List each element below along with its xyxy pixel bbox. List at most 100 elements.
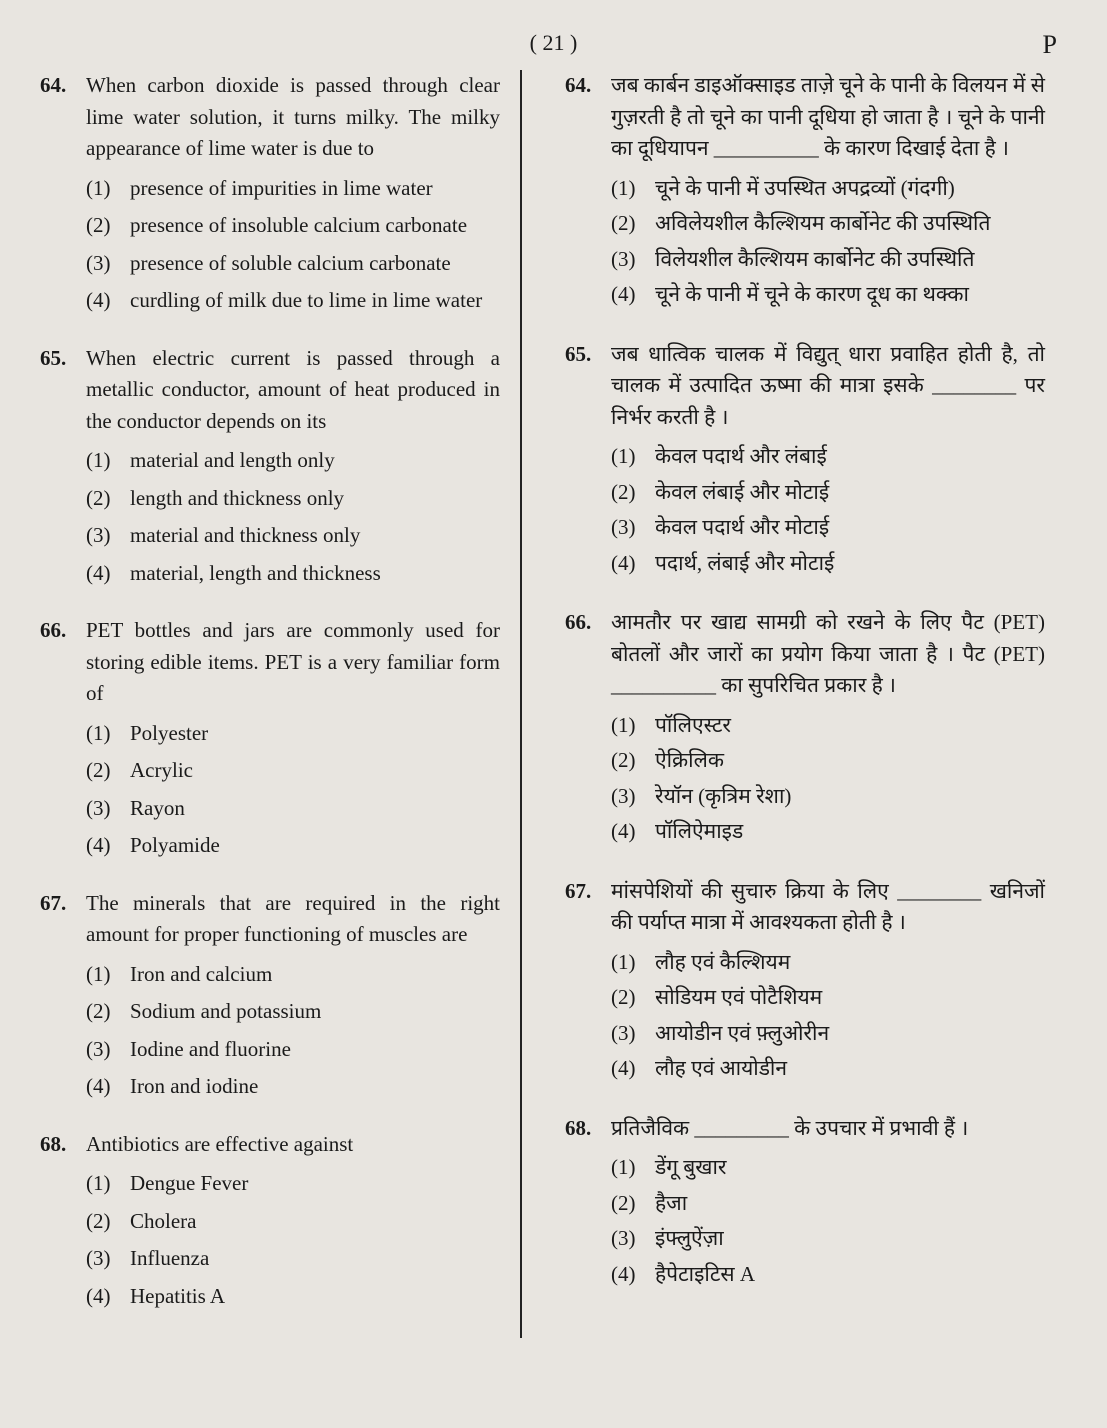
page-number: ( 21 )	[530, 30, 578, 56]
option: (4)Polyamide	[86, 830, 500, 862]
option-number: (4)	[611, 279, 655, 311]
option-number: (4)	[86, 1071, 130, 1103]
page-header: ( 21 ) P	[40, 30, 1067, 60]
question-number: 68.	[565, 1113, 611, 1295]
option-number: (2)	[611, 208, 655, 240]
option: (3)रेयॉन (कृत्रिम रेशा)	[611, 781, 1045, 813]
page-letter: P	[1043, 30, 1057, 60]
option-text: material, length and thickness	[130, 558, 500, 590]
option: (2)केवल लंबाई और मोटाई	[611, 477, 1045, 509]
option: (3)Influenza	[86, 1243, 500, 1275]
option: (1)Iron and calcium	[86, 959, 500, 991]
option-number: (4)	[86, 558, 130, 590]
option: (1)material and length only	[86, 445, 500, 477]
question-65-en: 65. When electric current is passed thro…	[40, 343, 500, 596]
option-text: लौह एवं आयोडीन	[655, 1053, 1045, 1085]
option-number: (1)	[86, 173, 130, 205]
options-list: (1)केवल पदार्थ और लंबाई (2)केवल लंबाई और…	[611, 441, 1045, 579]
option-number: (4)	[611, 548, 655, 580]
option-number: (3)	[611, 1018, 655, 1050]
question-body: When carbon dioxide is passed through cl…	[86, 70, 500, 323]
option: (4)पॉलिऐमाइड	[611, 816, 1045, 848]
option-text: इंफ्लुऐंज़ा	[655, 1223, 1045, 1255]
option-number: (3)	[86, 1034, 130, 1066]
option-text: Iron and iodine	[130, 1071, 500, 1103]
question-64-en: 64. When carbon dioxide is passed throug…	[40, 70, 500, 323]
option-text: Rayon	[130, 793, 500, 825]
option-text: रेयॉन (कृत्रिम रेशा)	[655, 781, 1045, 813]
option: (2)ऐक्रिलिक	[611, 745, 1045, 777]
option-text: Polyester	[130, 718, 500, 750]
option-text: Polyamide	[130, 830, 500, 862]
column-divider	[520, 70, 522, 1338]
option-number: (3)	[86, 248, 130, 280]
option: (1)डेंगू बुखार	[611, 1152, 1045, 1184]
option-number: (2)	[611, 1188, 655, 1220]
option-number: (1)	[86, 959, 130, 991]
option-number: (1)	[611, 710, 655, 742]
option: (4)लौह एवं आयोडीन	[611, 1053, 1045, 1085]
question-68-en: 68. Antibiotics are effective against (1…	[40, 1129, 500, 1319]
option-number: (1)	[86, 445, 130, 477]
option-text: सोडियम एवं पोटैशियम	[655, 982, 1045, 1014]
options-list: (1)material and length only (2)length an…	[86, 445, 500, 589]
option: (2)Sodium and potassium	[86, 996, 500, 1028]
option-text: presence of impurities in lime water	[130, 173, 500, 205]
question-number: 64.	[40, 70, 86, 323]
right-column: 64. जब कार्बन डाइऑक्साइड ताज़े चूने के प…	[515, 70, 1045, 1338]
option-text: आयोडीन एवं फ़्लुओरीन	[655, 1018, 1045, 1050]
option-number: (2)	[86, 1206, 130, 1238]
option: (3)आयोडीन एवं फ़्लुओरीन	[611, 1018, 1045, 1050]
question-65-hi: 65. जब धात्विक चालक में विद्युत् धारा प्…	[565, 339, 1045, 584]
option-text: Acrylic	[130, 755, 500, 787]
option-number: (2)	[86, 755, 130, 787]
option-text: केवल लंबाई और मोटाई	[655, 477, 1045, 509]
option-number: (1)	[611, 1152, 655, 1184]
option: (2)हैजा	[611, 1188, 1045, 1220]
option-text: material and length only	[130, 445, 500, 477]
option-number: (2)	[86, 210, 130, 242]
option: (4)चूने के पानी में चूने के कारण दूध का …	[611, 279, 1045, 311]
question-text: जब धात्विक चालक में विद्युत् धारा प्रवाह…	[611, 339, 1045, 434]
option: (1)लौह एवं कैल्शियम	[611, 947, 1045, 979]
question-body: The minerals that are required in the ri…	[86, 888, 500, 1109]
options-list: (1)पॉलिएस्टर (2)ऐक्रिलिक (3)रेयॉन (कृत्र…	[611, 710, 1045, 848]
option: (1)पॉलिएस्टर	[611, 710, 1045, 742]
question-number: 67.	[565, 876, 611, 1089]
option: (2)length and thickness only	[86, 483, 500, 515]
question-body: जब धात्विक चालक में विद्युत् धारा प्रवाह…	[611, 339, 1045, 584]
question-number: 65.	[565, 339, 611, 584]
option-text: length and thickness only	[130, 483, 500, 515]
option: (1)चूने के पानी में उपस्थित अपद्रव्यों (…	[611, 173, 1045, 205]
option-text: presence of soluble calcium carbonate	[130, 248, 500, 280]
option-number: (1)	[611, 947, 655, 979]
option-number: (1)	[86, 718, 130, 750]
left-column: 64. When carbon dioxide is passed throug…	[40, 70, 515, 1338]
option: (3)इंफ्लुऐंज़ा	[611, 1223, 1045, 1255]
option-number: (4)	[611, 1053, 655, 1085]
option-number: (1)	[611, 441, 655, 473]
option-number: (4)	[611, 1259, 655, 1291]
option-text: Sodium and potassium	[130, 996, 500, 1028]
question-text: प्रतिजैविक _________ के उपचार में प्रभाव…	[611, 1113, 1045, 1145]
option-number: (1)	[86, 1168, 130, 1200]
exam-page: ( 21 ) P 64. When carbon dioxide is pass…	[0, 0, 1107, 1428]
question-text: Antibiotics are effective against	[86, 1129, 500, 1161]
option: (2)सोडियम एवं पोटैशियम	[611, 982, 1045, 1014]
option: (1)Dengue Fever	[86, 1168, 500, 1200]
option-number: (4)	[86, 830, 130, 862]
option-text: पदार्थ, लंबाई और मोटाई	[655, 548, 1045, 580]
option: (1)Polyester	[86, 718, 500, 750]
option-number: (1)	[611, 173, 655, 205]
option-text: material and thickness only	[130, 520, 500, 552]
option-number: (2)	[611, 477, 655, 509]
question-text: जब कार्बन डाइऑक्साइड ताज़े चूने के पानी …	[611, 70, 1045, 165]
question-text: When carbon dioxide is passed through cl…	[86, 70, 500, 165]
question-text: When electric current is passed through …	[86, 343, 500, 438]
option: (4)हैपेटाइटिस A	[611, 1259, 1045, 1291]
option: (2)presence of insoluble calcium carbona…	[86, 210, 500, 242]
option-number: (4)	[86, 1281, 130, 1313]
content-area: 64. When carbon dioxide is passed throug…	[40, 70, 1067, 1338]
question-text: मांसपेशियों की सुचारु क्रिया के लिए ____…	[611, 876, 1045, 939]
option-number: (3)	[611, 1223, 655, 1255]
